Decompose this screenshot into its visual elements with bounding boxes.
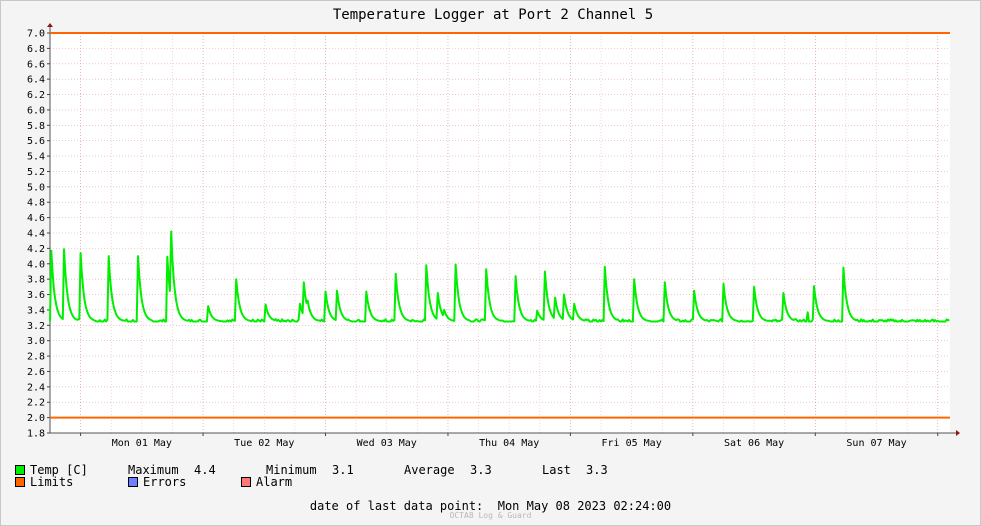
y-tick-label: 6.6: [27, 59, 45, 70]
y-tick-label: 2.4: [27, 382, 45, 393]
x-tick-label: Wed 03 May: [357, 438, 417, 449]
x-tick-label: Tue 02 May: [234, 438, 294, 449]
y-axis-arrow: [47, 23, 53, 27]
maximum-value: 4.4: [194, 463, 216, 477]
limits-legend-swatch: [15, 477, 25, 487]
y-tick-label: 5.8: [27, 121, 45, 132]
minimum-label: Minimum: [266, 463, 317, 477]
x-tick-label: Mon 01 May: [112, 438, 172, 449]
x-axis-arrow: [956, 430, 960, 436]
y-tick-label: 1.8: [27, 429, 45, 440]
y-tick-label: 6.4: [27, 75, 45, 86]
y-tick-label: 3.8: [27, 275, 45, 286]
x-tick-label: Sat 06 May: [724, 438, 784, 449]
y-tick-label: 2.0: [27, 413, 45, 424]
x-tick-label: Thu 04 May: [479, 438, 539, 449]
temp-legend-swatch: [15, 465, 25, 475]
maximum-label: Maximum: [128, 463, 179, 477]
watermark: OCTA8 Log & Guard: [449, 511, 532, 520]
legend-row-temp: Temp [C] Maximum 4.4 Minimum 3.1 Average 3.3 La…: [15, 464, 608, 477]
y-tick-label: 6.8: [27, 44, 45, 55]
average-value: 3.3: [470, 463, 492, 477]
limits-legend-label: Limits: [30, 475, 74, 489]
y-tick-label: 6.0: [27, 105, 45, 116]
y-tick-label: 2.8: [27, 352, 45, 363]
last-data-point-label: date of last data point:: [309, 499, 484, 513]
last-label: Last: [542, 463, 571, 477]
alarm-legend-label: Alarm: [256, 475, 293, 489]
legend-row-status: Limits Errors Alarm: [15, 476, 292, 489]
alarm-legend-swatch: [241, 477, 251, 487]
y-tick-label: 4.8: [27, 198, 45, 209]
average-label: Average: [404, 463, 455, 477]
y-tick-label: 2.2: [27, 398, 45, 409]
y-tick-label: 6.2: [27, 90, 45, 101]
limit-lines: [50, 32, 950, 419]
errors-legend-label: Errors: [143, 475, 187, 489]
y-tick-label: 7.0: [27, 29, 45, 40]
series: [49, 230, 950, 323]
x-tick-label: Sun 07 May: [846, 438, 906, 449]
y-tick-label: 3.2: [27, 321, 45, 332]
y-tick-label: 3.0: [27, 336, 45, 347]
y-tick-label: 3.6: [27, 290, 45, 301]
last-data-point-value: Mon May 08 2023 02:24:00: [497, 499, 672, 513]
errors-legend-swatch: [128, 477, 138, 487]
y-tick-label: 4.0: [27, 259, 45, 270]
y-tick-label: 5.4: [27, 152, 45, 163]
y-tick-label: 2.6: [27, 367, 45, 378]
last-data-point: date of last data point: Mon May 08 2023…: [0, 499, 981, 513]
y-tick-label: 5.2: [27, 167, 45, 178]
temp-legend-label: Temp [C]: [30, 463, 88, 477]
y-tick-label: 3.4: [27, 305, 45, 316]
x-tick-label: Fri 05 May: [602, 438, 662, 449]
last-value: 3.3: [586, 463, 608, 477]
temperature-series-line: [49, 230, 950, 323]
y-tick-label: 5.6: [27, 136, 45, 147]
y-tick-label: 4.6: [27, 213, 45, 224]
y-tick-label: 5.0: [27, 182, 45, 193]
y-tick-label: 4.4: [27, 229, 45, 240]
y-tick-label: 4.2: [27, 244, 45, 255]
chart-title: Temperature Logger at Port 2 Channel 5: [333, 7, 653, 23]
tick-labels: 1.8 2.0 2.2 2.4 2.6 2.8 3.0 3.2 3.4 3.6 3.8 4.0 4.2 4…: [27, 29, 907, 450]
minimum-value: 3.1: [332, 463, 354, 477]
